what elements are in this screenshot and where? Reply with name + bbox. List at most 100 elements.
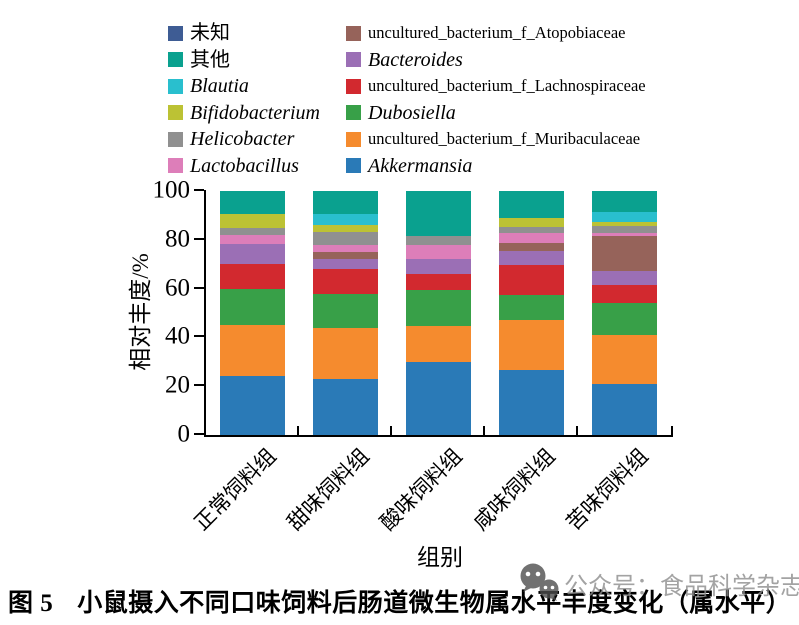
x-axis-end-tick xyxy=(671,426,673,435)
x-axis-title: 组别 xyxy=(417,545,463,570)
y-tick-label: 0 xyxy=(177,420,191,448)
bar-segment xyxy=(592,191,657,212)
legend-item: 未知 xyxy=(168,20,346,47)
bar-segment xyxy=(220,376,285,435)
bar-segment xyxy=(220,288,285,326)
legend-label: Lactobacillus xyxy=(190,154,299,177)
legend-label: Helicobacter xyxy=(190,128,295,151)
bar-segment xyxy=(592,383,657,435)
bar-segment xyxy=(313,327,378,379)
legend-label: Blautia xyxy=(190,75,249,98)
y-tick xyxy=(194,237,204,240)
legend-label: 未知 xyxy=(190,22,230,45)
y-tick-label: 40 xyxy=(165,322,190,350)
bar-segment xyxy=(406,273,471,290)
legend-item: Lactobacillus xyxy=(168,153,346,180)
bar-segment xyxy=(313,244,378,253)
stacked-bar-3 xyxy=(406,191,471,435)
watermark-text: 公众号：食品科学杂志 xyxy=(564,572,799,600)
bar-segment xyxy=(313,269,378,294)
legend-swatch xyxy=(346,25,361,41)
legend-item: Blautia xyxy=(168,73,346,100)
bar-segment xyxy=(499,294,564,321)
y-tick xyxy=(194,189,204,191)
y-tick xyxy=(194,433,204,435)
legend-item: uncultured_bacterium_f_Lachnospiraceae xyxy=(346,73,646,100)
y-axis-title: 相对丰度/% xyxy=(128,253,153,371)
bar-segment xyxy=(313,191,378,215)
bar-segment xyxy=(406,244,471,260)
caption-number: 图 5 xyxy=(8,590,54,617)
bar-segment xyxy=(499,320,564,371)
bar-segment xyxy=(592,221,657,227)
legend-swatch xyxy=(346,158,361,174)
bar-segment xyxy=(499,370,564,435)
bar-segment xyxy=(592,226,657,233)
bar-segment xyxy=(499,218,564,227)
bar-segment xyxy=(313,378,378,435)
x-tick xyxy=(483,426,485,435)
legend-item: uncultured_bacterium_f_Atopobiaceae xyxy=(346,20,646,47)
bar-segment xyxy=(592,232,657,237)
bar-segment xyxy=(592,303,657,335)
stacked-bar-2 xyxy=(313,191,378,435)
legend-swatch xyxy=(168,52,183,68)
x-category-label: 苦味饲料组 xyxy=(561,443,653,536)
stacked-bar-1 xyxy=(220,191,285,435)
bar-segment xyxy=(406,191,471,237)
bar-segment xyxy=(313,293,378,328)
y-tick-label: 60 xyxy=(165,274,190,302)
legend-swatch xyxy=(346,131,361,147)
bar-segment xyxy=(406,236,471,245)
y-tick-label: 100 xyxy=(152,176,191,204)
legend-item: 其他 xyxy=(168,47,346,74)
legend: 未知 uncultured_bacterium_f_Atopobiaceae 其他 B… xyxy=(168,20,646,179)
x-category-label: 咸味饲料组 xyxy=(468,443,560,536)
bar-segment xyxy=(220,214,285,228)
legend-label: uncultured_bacterium_f_Atopobiaceae xyxy=(368,23,626,42)
bar-segment xyxy=(313,232,378,245)
bar-segment xyxy=(406,326,471,362)
bar-segment xyxy=(220,227,285,235)
legend-swatch xyxy=(346,105,361,121)
legend-item: Bacteroides xyxy=(346,47,646,74)
legend-item: Bifidobacterium xyxy=(168,100,346,127)
x-tick xyxy=(390,426,392,435)
bar-segment xyxy=(592,284,657,304)
x-category-label: 酸味饲料组 xyxy=(375,443,467,536)
bar-segment xyxy=(220,243,285,265)
legend-swatch xyxy=(168,78,183,94)
legend-swatch xyxy=(346,78,361,94)
legend-swatch xyxy=(346,52,361,68)
bar-segment xyxy=(499,250,564,266)
legend-label: Dubosiella xyxy=(368,101,456,124)
x-category-label: 正常饲料组 xyxy=(189,443,281,536)
y-tick-label: 80 xyxy=(165,225,190,253)
bar-segment xyxy=(220,264,285,289)
bar-segment xyxy=(220,234,285,244)
bar-segment xyxy=(220,325,285,377)
plot-area: 0 20 40 60 80 100 xyxy=(153,178,673,447)
y-tick-label: 20 xyxy=(165,371,190,399)
bar-segment xyxy=(592,236,657,272)
bar-segment xyxy=(499,233,564,243)
bar-segment xyxy=(313,252,378,259)
bar-segment xyxy=(592,334,657,384)
legend-swatch xyxy=(168,158,183,174)
bar-segment xyxy=(499,226,564,234)
bar-segment xyxy=(499,191,564,219)
x-category-label: 甜味饲料组 xyxy=(282,443,374,536)
legend-swatch xyxy=(168,25,183,41)
bar-segment xyxy=(592,211,657,222)
x-tick xyxy=(576,426,578,435)
bar-segment xyxy=(220,191,285,215)
y-tick xyxy=(194,335,204,338)
y-tick xyxy=(194,384,204,387)
figure-caption: 图 5 小鼠摄入不同口味饲料后肠道微生物属水平丰度变化（属水平） xyxy=(8,583,796,619)
legend-item: Akkermansia xyxy=(346,153,646,180)
bar-segment xyxy=(499,265,564,295)
legend-item: Helicobacter xyxy=(168,126,346,153)
bar-segment xyxy=(406,289,471,327)
y-tick xyxy=(194,286,204,289)
